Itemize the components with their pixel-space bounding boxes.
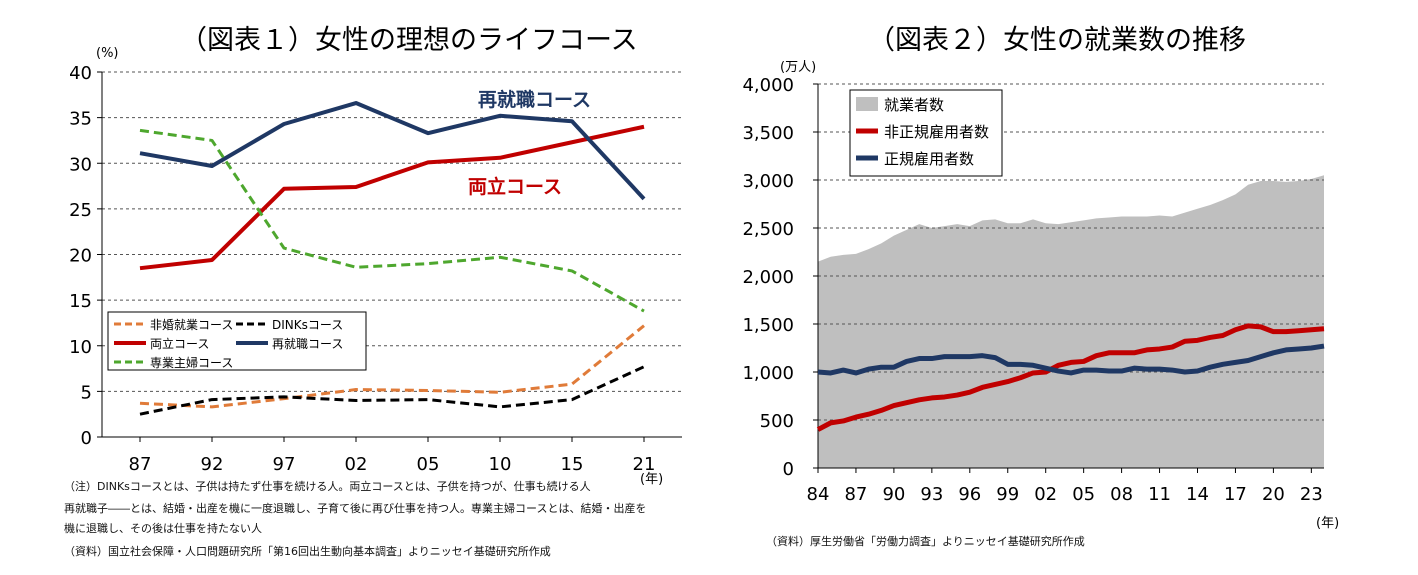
- chart-2-y-tick-label: 2,500: [742, 219, 794, 240]
- chart-2-y-tick-label: 1,500: [742, 315, 794, 336]
- chart-1-x-tick-label: 87: [129, 454, 152, 475]
- chart-1-legend-label: 専業主婦コース: [150, 355, 233, 370]
- chart-1-title: （図表１）女性の理想のライフコース: [180, 25, 638, 56]
- chart-2-y-tick-label: 500: [760, 411, 794, 432]
- chart-2-x-tick-label: 84: [807, 484, 830, 505]
- chart-1-x-tick-label: 10: [489, 454, 512, 475]
- chart-1-y-tick-label: 30: [69, 154, 92, 175]
- chart-1-x-tick-label: 02: [345, 454, 368, 475]
- chart-2-x-tick-label: 02: [1034, 484, 1057, 505]
- chart-1-y-tick-label: 20: [69, 246, 92, 267]
- chart-2-source: （資料）厚生労働省「労働力調査」よりニッセイ基礎研究所作成: [766, 535, 1085, 548]
- chart-1-series-line: [139, 128, 645, 313]
- chart-1-y-tick-label: 5: [81, 382, 92, 403]
- chart-2-y-tick-label: 0: [783, 459, 794, 480]
- chart-1-legend-label: 非婚就業コース: [150, 318, 233, 332]
- chart-panel-2: （図表２）女性の就業数の推移 (万人) (年) 0 500 1,000 1,500 2,…: [700, 0, 1418, 575]
- chart-2-x-tick-label: 14: [1186, 484, 1209, 505]
- chart-1-y-tick-label: 10: [69, 337, 92, 358]
- chart-2-x-tick-label: 05: [1072, 484, 1095, 505]
- chart-1-annotation-saishushoku: 再就職コース: [478, 88, 591, 111]
- chart-1-y-unit: (%): [96, 46, 119, 61]
- chart-2-x-tick-label: 17: [1224, 484, 1247, 505]
- chart-1-series-line: [139, 124, 645, 271]
- chart-1-note-2: 再就職子――とは、結婚・出産を機に一度退職し、子育て後に再び仕事を持つ人。専業主…: [64, 502, 647, 515]
- chart-1-series-line: [139, 101, 646, 201]
- chart-2-legend-label: 就業者数: [884, 96, 944, 114]
- chart-2-x-tick-label: 08: [1110, 484, 1133, 505]
- chart-2-y-tick-label: 3,000: [742, 171, 794, 192]
- chart-2-x-tick-label: 20: [1262, 484, 1285, 505]
- chart-1-x-tick-label: 21: [633, 454, 656, 475]
- chart-1-note-1: （注）DINKsコースとは、子供は持たず仕事を続ける人。両立コースとは、子供を持…: [64, 480, 591, 493]
- chart-2-y-tick-label: 4,000: [742, 75, 794, 96]
- chart-2-legend-swatch: [856, 97, 878, 111]
- chart-1-annotation-ryoritsu: 両立コース: [468, 175, 562, 198]
- chart-1-x-tick-label: 15: [561, 454, 584, 475]
- chart-2-x-tick-label: 99: [996, 484, 1019, 505]
- chart-2-legend-label: 非正規雇用者数: [884, 123, 989, 141]
- chart-2-x-tick-label: 96: [958, 484, 981, 505]
- chart-2-y-tick-label: 1,000: [742, 363, 794, 384]
- chart-2-y-tick-label: 3,500: [742, 123, 794, 144]
- chart-1-y-tick-label: 40: [69, 63, 92, 84]
- chart-1-x-unit: (年): [640, 472, 664, 487]
- chart-1-legend-label: 再就職コース: [272, 337, 343, 351]
- chart-1-y-tick-label: 0: [81, 428, 92, 449]
- chart-2-x-tick-label: 87: [844, 484, 867, 505]
- chart-1-series-line: [139, 365, 645, 416]
- chart-2-x-tick-label: 11: [1148, 484, 1171, 505]
- chart-1-y-tick-label: 15: [69, 291, 92, 312]
- chart-2-title: （図表２）女性の就業数の推移: [868, 25, 1246, 56]
- chart-1-legend-label: DINKsコース: [272, 318, 343, 332]
- chart-1-source: （資料）国立社会保障・人口問題研究所「第16回出生動向基本調査」よりニッセイ基礎…: [64, 545, 551, 558]
- chart-1-note-3: 機に退職し、その後は仕事を持たない人: [64, 522, 262, 535]
- chart-panel-1: （図表１）女性の理想のライフコース (%) (年) 0 5 10 15 20 25 30 35…: [0, 0, 700, 575]
- chart-1-x-tick-label: 97: [273, 454, 296, 475]
- chart-2-svg: 0 500 1,000 1,500 2,000 2,500 3,000 3,500 4,000 8…: [742, 75, 1325, 505]
- chart-1-y-tick-label: 35: [69, 109, 92, 130]
- chart-2-y-tick-label: 2,000: [742, 267, 794, 288]
- chart-2-x-tick-label: 93: [920, 484, 943, 505]
- chart-1-series-line: [139, 324, 645, 409]
- chart-1-y-tick-label: 25: [69, 200, 92, 221]
- chart-1-x-tick-label: 05: [417, 454, 440, 475]
- chart-1-legend-label: 両立コース: [150, 336, 209, 351]
- chart-1-x-tick-label: 92: [201, 454, 224, 475]
- chart-2-x-unit: (年): [1316, 516, 1340, 531]
- chart-2-x-tick-label: 90: [882, 484, 905, 505]
- chart-2-y-unit: (万人): [780, 60, 817, 75]
- chart-2-legend-label: 正規雇用者数: [884, 150, 974, 168]
- chart-2-area-employed: [818, 175, 1324, 468]
- chart-2-x-tick-label: 23: [1300, 484, 1323, 505]
